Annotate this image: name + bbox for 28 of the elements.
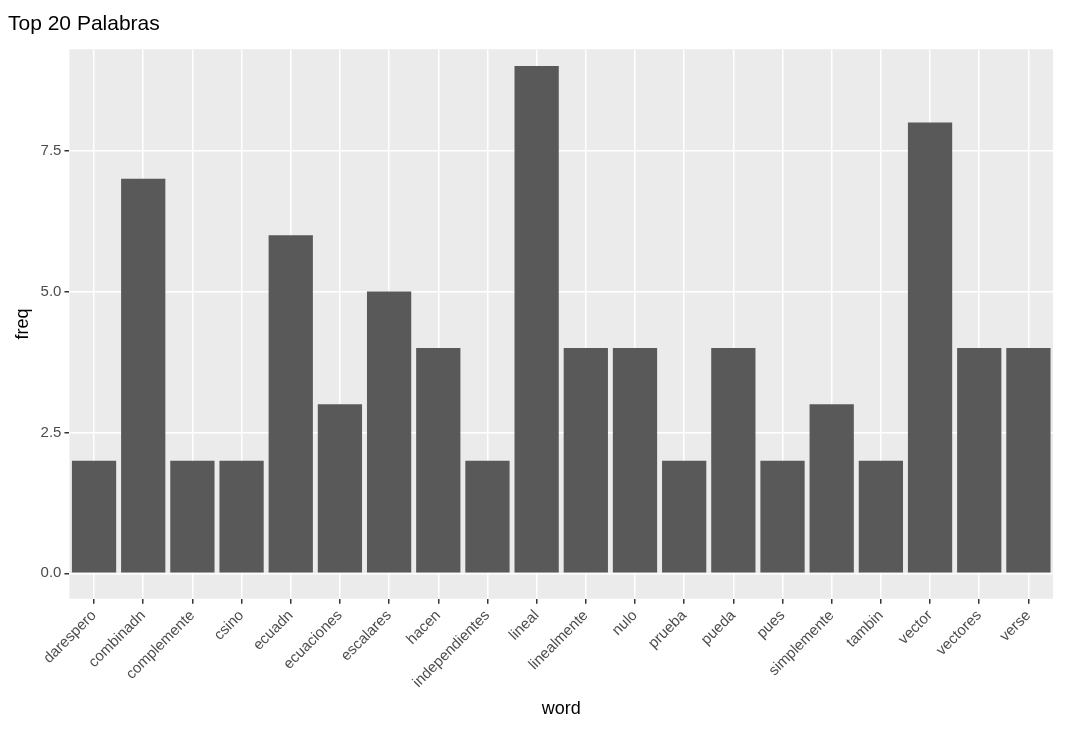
bar (563, 347, 608, 573)
bar (858, 460, 904, 573)
bar (71, 460, 117, 573)
bar (268, 235, 313, 573)
bar (1006, 347, 1051, 573)
bar (317, 404, 363, 573)
bar (957, 347, 1002, 573)
y-tick-label: 7.5 (40, 140, 62, 158)
bar (416, 347, 461, 573)
bar (612, 347, 658, 573)
bar (366, 291, 412, 573)
y-tick-label: 0.0 (40, 563, 62, 581)
bar (465, 460, 510, 573)
bar (121, 178, 166, 573)
bar (514, 66, 559, 573)
bar (809, 404, 854, 573)
x-axis-title: word (540, 698, 581, 719)
bar (170, 460, 215, 573)
y-tick-label: 2.5 (40, 422, 62, 440)
chart-title: Top 20 Palabras (8, 11, 160, 35)
y-tick-label: 5.0 (40, 281, 62, 299)
y-axis-title: freq (11, 308, 32, 340)
bar (662, 460, 707, 573)
bar (711, 347, 756, 573)
x-tick-label: nulo (607, 606, 641, 639)
bar (760, 460, 805, 573)
bar (907, 122, 953, 573)
bar (219, 460, 264, 573)
